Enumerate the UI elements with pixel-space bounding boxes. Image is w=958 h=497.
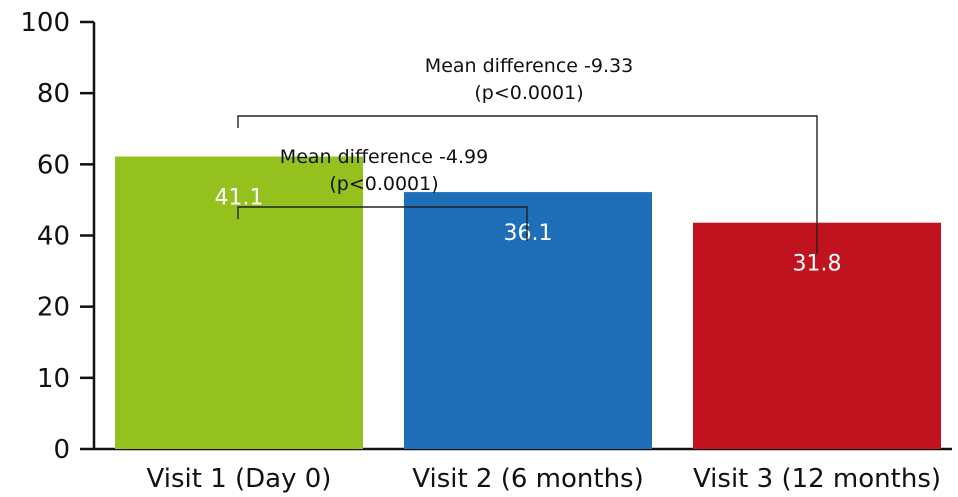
annotation-p-value: (p<0.0001) [474, 82, 583, 104]
bar [404, 192, 652, 450]
significance-bracket [237, 206, 528, 241]
bar-value-label: 31.8 [793, 252, 842, 277]
significance-bracket [237, 115, 818, 254]
annotation-mean-difference: Mean difference -4.99 [280, 146, 488, 168]
annotation-p-value: (p<0.0001) [329, 173, 438, 195]
x-category-label: Visit 1 (Day 0) [147, 464, 332, 494]
y-tick-label: 0 [53, 435, 70, 465]
x-category-label: Visit 3 (12 months) [693, 464, 941, 494]
annotations: Mean difference -4.99 (p<0.0001) Mean diff… [237, 55, 818, 254]
x-category-label: Visit 2 (6 months) [412, 464, 644, 494]
y-tick-label: 100 [20, 8, 70, 38]
bar [693, 222, 941, 449]
y-tick-label: 20 [37, 293, 70, 323]
y-tick-label: 80 [37, 79, 70, 109]
y-tick-label: 10 [37, 364, 70, 394]
y-tick-label: 60 [37, 150, 70, 180]
y-tick-label: 40 [37, 222, 70, 252]
bars: 41.136.131.8 [115, 156, 941, 450]
annotation-mean-difference: Mean difference -9.33 [425, 55, 633, 77]
bar [115, 156, 363, 449]
bar-value-label: 36.1 [504, 221, 553, 246]
x-axis-labels: Visit 1 (Day 0) Visit 2 (6 months) Visit 3… [147, 464, 941, 494]
